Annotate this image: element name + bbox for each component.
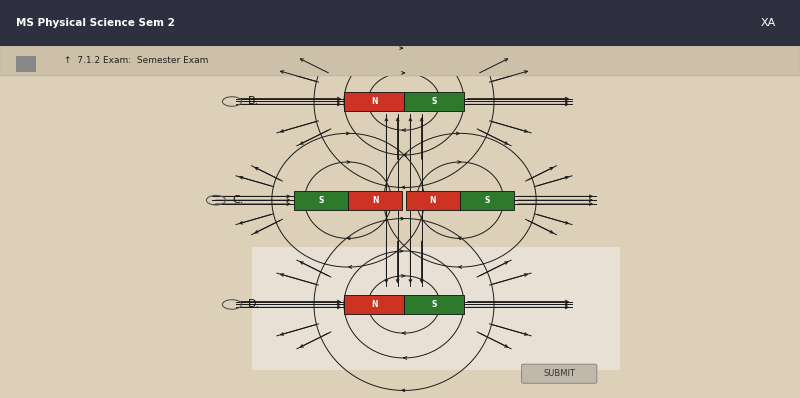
Text: D.: D. bbox=[248, 299, 260, 310]
Text: N: N bbox=[370, 300, 378, 309]
Text: ↑  7.1.2 Exam:  Semester Exam: ↑ 7.1.2 Exam: Semester Exam bbox=[64, 56, 208, 65]
Bar bbox=[294, 191, 348, 210]
Text: N: N bbox=[370, 97, 378, 106]
Bar bbox=[404, 92, 464, 111]
FancyBboxPatch shape bbox=[522, 364, 597, 383]
Text: S: S bbox=[485, 196, 490, 205]
Bar bbox=[16, 56, 36, 72]
Bar bbox=[404, 295, 464, 314]
Text: SUBMIT: SUBMIT bbox=[543, 369, 575, 378]
Text: S: S bbox=[431, 97, 437, 106]
Bar bbox=[460, 191, 514, 210]
Text: C.: C. bbox=[232, 195, 243, 205]
Bar bbox=[348, 191, 402, 210]
Bar bbox=[252, 247, 620, 370]
Text: N: N bbox=[372, 196, 378, 205]
Text: MS Physical Science Sem 2: MS Physical Science Sem 2 bbox=[16, 18, 175, 28]
Text: B.: B. bbox=[248, 96, 259, 107]
Bar bbox=[0, 46, 800, 76]
Bar bbox=[344, 295, 404, 314]
Text: N: N bbox=[430, 196, 436, 205]
Bar bbox=[0, 0, 800, 46]
Bar bbox=[406, 191, 460, 210]
Bar bbox=[344, 92, 404, 111]
Text: S: S bbox=[318, 196, 323, 205]
Text: XA: XA bbox=[761, 18, 776, 28]
Text: S: S bbox=[431, 300, 437, 309]
